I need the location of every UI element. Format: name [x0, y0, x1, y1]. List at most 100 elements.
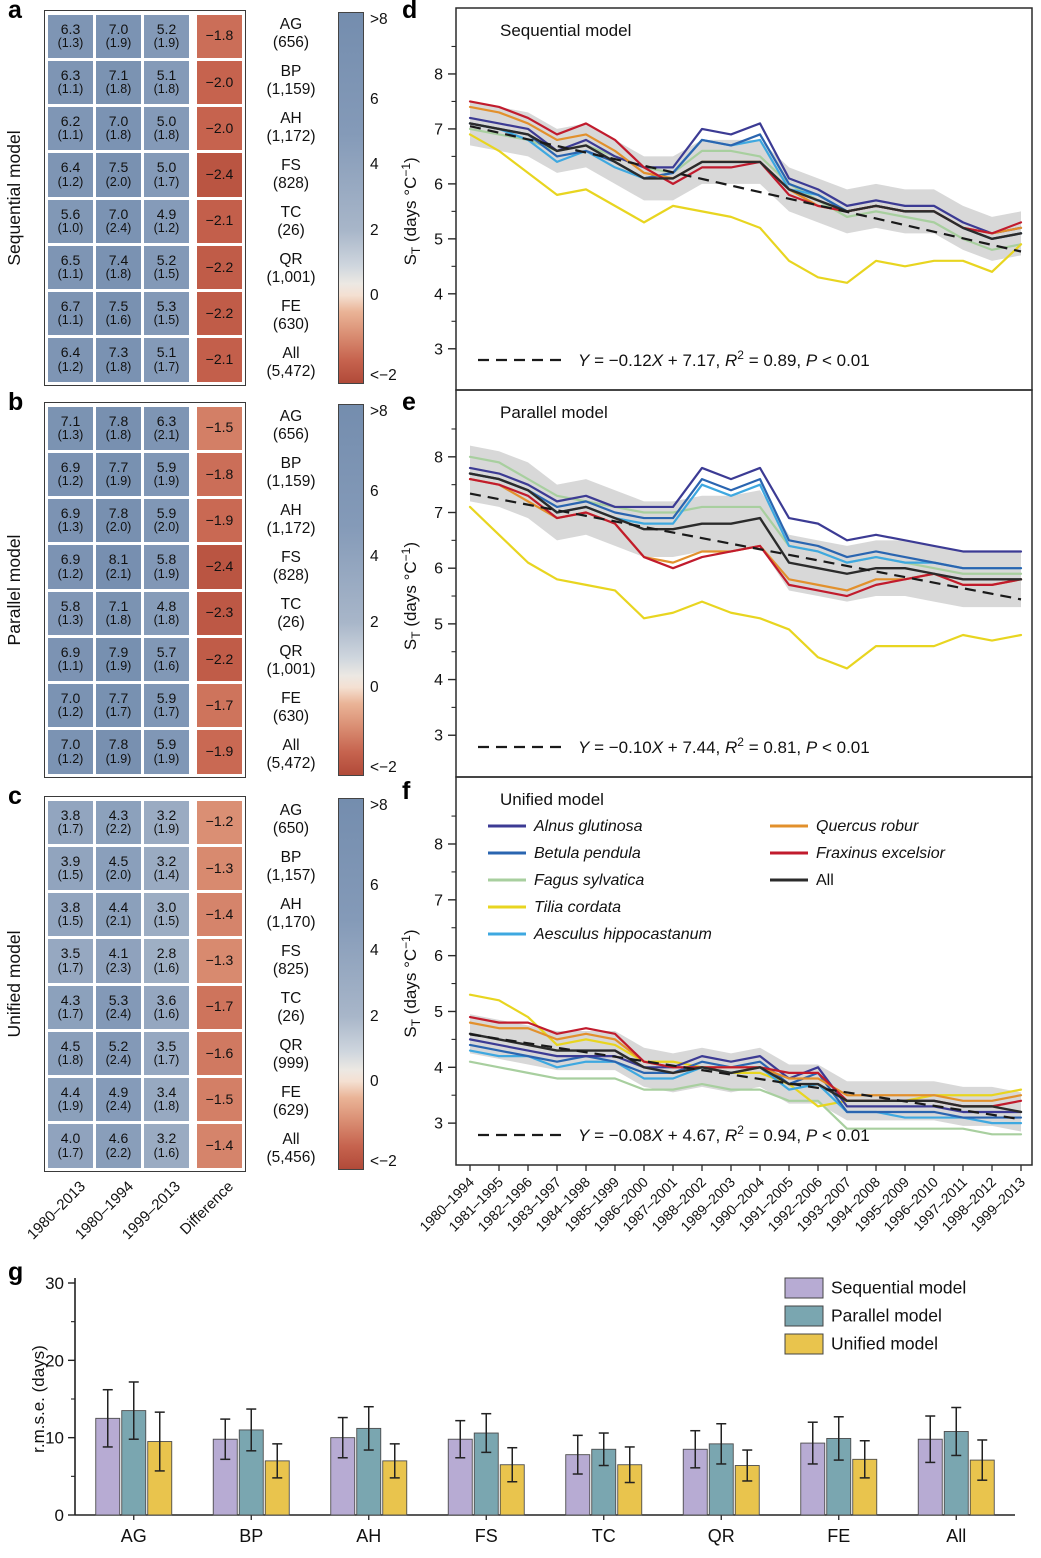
heatmap-row-labels-b: AG (656) BP (1,159) AH (1,172) FS (828) TC (26) QR…	[248, 402, 334, 778]
colorbar-tick-label: <−2	[370, 367, 397, 384]
heatmap-cell: 6.4 (1.2)	[48, 338, 93, 382]
heatmap-cell: 3.5 (1.7)	[48, 939, 93, 983]
y-tick-label: 7	[434, 892, 443, 909]
category-label-FE: FE	[827, 1526, 850, 1546]
heatmap-cell: 5.1 (1.8)	[144, 60, 189, 104]
bar-parallel-AH	[356, 1427, 382, 1516]
regression-equation: Y = −0.12X + 7.17, R2 = 0.89, P < 0.01	[578, 348, 870, 370]
heatmap-cell: 6.9 (1.1)	[48, 637, 93, 681]
panel-title: Unified model	[500, 790, 604, 809]
heatmap-row-All: 6.4 (1.2) 7.3 (1.8) 5.1 (1.7) −2.1	[48, 338, 242, 382]
heatmap-cell: 4.3 (2.2)	[96, 800, 141, 844]
heatmap-cell: 7.8 (2.0)	[96, 499, 141, 543]
heatmap-row-QR: 6.5 (1.1) 7.4 (1.8) 5.2 (1.5) −2.2	[48, 245, 242, 289]
heatmap-grid-a: 6.3 (1.3) 7.0 (1.9) 5.2 (1.9) −1.8 6.3 (1.1) 7.1(…	[44, 10, 246, 386]
heatmap-difference-cell: −1.9	[197, 499, 242, 543]
series-line-Fraxinus-excelsior	[468, 477, 1023, 598]
heatmap-difference-cell: −1.9	[197, 730, 242, 774]
legend-swatch-parallel	[784, 1305, 824, 1327]
heatmap-cell: 4.8 (1.8)	[144, 591, 189, 635]
legend-label-sequential: Sequential model	[831, 1278, 966, 1298]
heatmap-cell: 4.0 (1.7)	[48, 1124, 93, 1168]
heatmap-cell: 7.8 (1.9)	[96, 730, 141, 774]
heatmap-row-AH: 6.2 (1.1) 7.0 (1.8) 5.0 (1.8) −2.0	[48, 107, 242, 151]
heatmap-cell: 4.5 (1.8)	[48, 1031, 93, 1075]
heatmap-row-BP: 6.9 (1.2) 7.7 (1.9) 5.9 (1.9) −1.8	[48, 452, 242, 496]
heatmap-cell: 7.7 (1.9)	[96, 452, 141, 496]
panel-letter-d: d	[402, 0, 418, 24]
heatmap-cell: 5.9 (1.9)	[144, 730, 189, 774]
heatmap-difference-cell: −2.1	[197, 199, 242, 243]
row-label-AG: AG (656)	[272, 408, 310, 443]
series-line-Fagus-sylvatica	[468, 455, 1023, 575]
y-tick-label: 6	[434, 948, 443, 965]
heatmap-cell: 5.1 (1.7)	[144, 338, 189, 382]
colorbar-b	[338, 404, 364, 776]
heatmap-cell: 6.9 (1.3)	[48, 499, 93, 543]
model-label-parallel: Parallel model	[4, 534, 24, 646]
heatmap-row-All: 4.0 (1.7) 4.6 (2.2) 3.2 (1.6) −1.4	[48, 1124, 242, 1168]
heatmap-cell: 7.1 (1.3)	[48, 406, 93, 450]
heatmap-cell: 3.6 (1.6)	[144, 985, 189, 1029]
heatmap-row-labels-c: AG (650) BP (1,157) AH (1,170) FS (825) TC (26) QR…	[248, 796, 334, 1172]
legend-label-parallel: Parallel model	[831, 1306, 942, 1326]
heatmap-cell: 5.2 (2.4)	[96, 1031, 141, 1075]
colorbar-tick-label: >8	[370, 797, 388, 814]
panel-letter-b: b	[8, 388, 24, 416]
legend-label-FE: Fraxinus excelsior	[816, 845, 946, 862]
panel-letter-g: g	[8, 1258, 24, 1286]
heatmap-grid-c: 3.8 (1.7) 4.3 (2.2) 3.2 (1.9) −1.2 3.9 (1.5) 4.5(…	[44, 796, 246, 1172]
y-tick-label: 30	[45, 1274, 64, 1293]
heatmap-cell: 4.9 (1.2)	[144, 199, 189, 243]
y-axis-label: ST (days °C−1)	[399, 542, 423, 650]
heatmap-cell: 3.8 (1.7)	[48, 800, 93, 844]
heatmap-cell: 3.5 (1.7)	[144, 1031, 189, 1075]
line-panel-e: 3 4 5 6 7 8 ST (days °C−1) Parallel model Y = −0…	[399, 389, 1033, 778]
heatmap-difference-cell: −2.2	[197, 292, 242, 336]
trend-line	[469, 1033, 1022, 1121]
heatmap-difference-cell: −2.0	[197, 107, 242, 151]
heatmap-cell: 7.7 (1.7)	[96, 684, 141, 728]
uncertainty-band	[470, 445, 1021, 608]
heatmap-difference-cell: −1.4	[197, 1124, 242, 1168]
heatmap-row-QR: 4.5 (1.8) 5.2 (2.4) 3.5 (1.7) −1.6	[48, 1031, 242, 1075]
heatmap-row-TC: 4.3 (1.7) 5.3 (2.4) 3.6 (1.6) −1.7	[48, 985, 242, 1029]
colorbar-tick-label: 2	[370, 221, 379, 239]
model-label-sequential: Sequential model	[4, 130, 24, 266]
heatmap-panel-c: c Unified model 3.8 (1.7) 4.3 (2.2) 3.2 (1.9)…	[0, 782, 400, 1243]
heatmap-row-BP: 3.9 (1.5) 4.5 (2.0) 3.2 (1.4) −1.3	[48, 846, 242, 890]
heatmap-cell: 3.8 (1.5)	[48, 893, 93, 937]
heatmap-cell: 6.5 (1.1)	[48, 245, 93, 289]
trend-line	[469, 492, 1022, 601]
row-label-AH: AH (1,172)	[266, 110, 316, 145]
row-label-FS: FS (828)	[272, 549, 310, 584]
trend-line	[469, 125, 1022, 253]
heatmap-cell: 7.8 (1.8)	[96, 406, 141, 450]
heatmap-cell: 7.5 (1.6)	[96, 292, 141, 336]
colorbar-tick-label: >8	[370, 11, 388, 28]
y-tick-label: 6	[434, 176, 443, 193]
heatmap-cell: 6.9 (1.2)	[48, 545, 93, 589]
colorbar-ticks-b: >8 6 4 2 0 <−2	[370, 403, 414, 776]
heatmap-cell: 7.5 (2.0)	[96, 153, 141, 197]
heatmap-difference-cell: −1.7	[197, 985, 242, 1029]
heatmap-row-TC: 5.8 (1.3) 7.1 (1.8) 4.8 (1.8) −2.3	[48, 591, 242, 635]
heatmap-row-FS: 3.5 (1.7) 4.1 (2.3) 2.8 (1.6) −1.3	[48, 939, 242, 983]
colorbar-tick-label: 0	[370, 286, 379, 304]
heatmap-cell: 5.9 (2.0)	[144, 499, 189, 543]
heatmap-difference-cell: −2.2	[197, 637, 242, 681]
y-tick-label: 5	[434, 231, 443, 248]
heatmap-cell: 2.8 (1.6)	[144, 939, 189, 983]
heatmap-difference-cell: −2.0	[197, 60, 242, 104]
heatmap-row-FS: 6.9 (1.2) 8.1 (2.1) 5.8 (1.9) −2.4	[48, 545, 242, 589]
heatmap-difference-cell: −2.2	[197, 245, 242, 289]
legend-label-BP: Betula pendula	[534, 845, 641, 862]
legend-label-AG: Alnus glutinosa	[533, 818, 643, 835]
colorbar-tick-label: 2	[370, 1007, 379, 1025]
line-panel-f: 3 4 5 6 7 8 ST (days °C−1) Unified model Y = −0.…	[399, 776, 1033, 1235]
series-line-Betula-pendula	[468, 1043, 1023, 1119]
heatmap-cell: 5.6 (1.0)	[48, 199, 93, 243]
row-label-AH: AH (1,170)	[266, 896, 316, 931]
heatmap-row-FE: 4.4 (1.9) 4.9 (2.4) 3.4 (1.8) −1.5	[48, 1078, 242, 1122]
y-tick-label: 4	[434, 1060, 443, 1077]
